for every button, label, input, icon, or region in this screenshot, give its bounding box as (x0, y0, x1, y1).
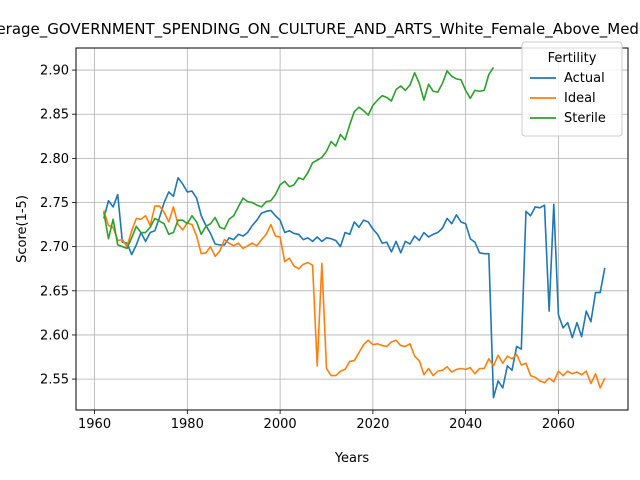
x-axis-label: Years (334, 451, 370, 466)
legend-entry: Actual (564, 71, 605, 86)
x-tick-label: 1980 (171, 417, 204, 432)
x-tick-label: 1960 (78, 417, 111, 432)
y-tick-label: 2.80 (40, 152, 69, 167)
x-tick-label: 2020 (356, 417, 389, 432)
x-tick-label: 2040 (449, 417, 482, 432)
x-tick-label: 2060 (542, 417, 575, 432)
x-tick-label: 2000 (264, 417, 297, 432)
chart-title: Average_GOVERNMENT_SPENDING_ON_CULTURE_A… (0, 20, 640, 39)
y-tick-label: 2.65 (40, 284, 69, 299)
y-tick-label: 2.75 (40, 196, 69, 211)
y-axis-label: Score(1-5) (15, 195, 30, 263)
y-axis: 2.55 2.60 2.65 2.70 2.75 2.80 2.85 2.90 (40, 64, 76, 388)
plot-lines (103, 66, 606, 399)
y-tick-label: 2.90 (40, 64, 69, 79)
legend: Fertility Actual Ideal Sterile (521, 41, 623, 137)
y-tick-label: 2.60 (40, 328, 69, 343)
x-axis: 1960 1980 2000 2020 2040 2060 (78, 410, 575, 432)
legend-items: Actual Ideal Sterile (530, 71, 606, 126)
legend-title: Fertility (548, 51, 597, 66)
legend-entry: Ideal (564, 91, 596, 106)
y-tick-label: 2.55 (40, 373, 69, 388)
plot-frame (75, 47, 629, 411)
y-tick-label: 2.85 (40, 108, 69, 123)
legend-box (521, 41, 623, 137)
legend-entry: Sterile (564, 111, 606, 126)
y-tick-label: 2.70 (40, 240, 69, 255)
grid (76, 48, 628, 410)
series-line-actual (103, 176, 606, 399)
series-line-sterile (103, 66, 495, 250)
